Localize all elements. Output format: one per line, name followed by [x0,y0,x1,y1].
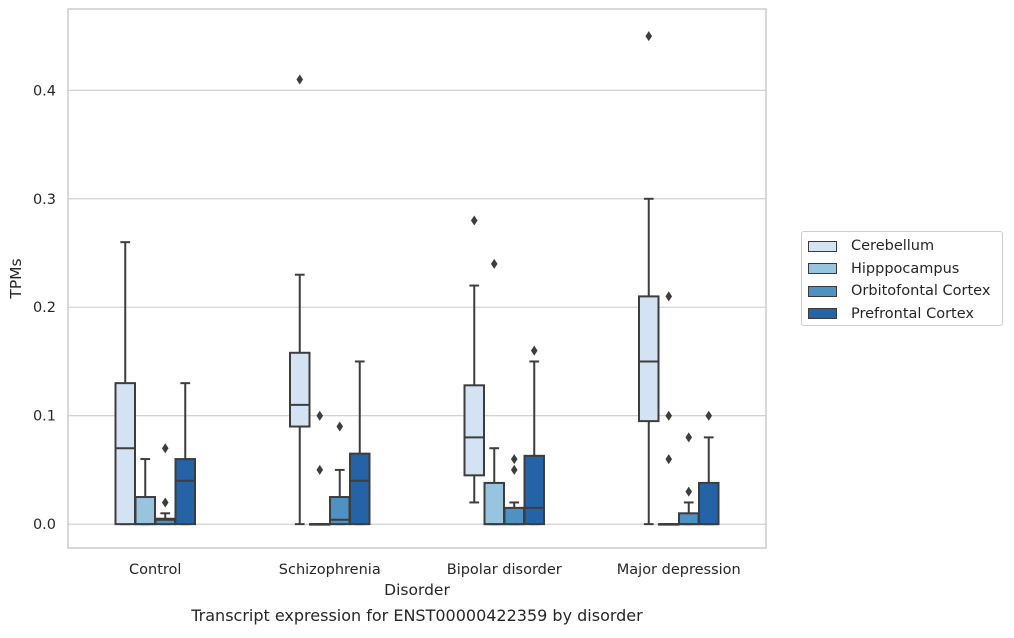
box-3-2 [523,345,545,526]
outlier-point [665,454,673,465]
box-1-2 [483,258,505,526]
legend-item-orbitofrontal-cortex: Orbitofontal Cortex [808,280,1002,303]
x-tick-label: Major depression [617,562,741,578]
box-1-0 [134,458,156,526]
outlier-point [316,410,324,421]
outlier-point [665,410,673,421]
y-tick-label: 0.4 [33,83,56,99]
box-body [638,295,660,423]
outlier-point [316,464,324,475]
x-tick-label: Schizophrenia [279,562,381,578]
outlier-point [665,291,673,302]
legend-item-hippocampus: Hipppocampus [808,258,1002,281]
box-body [289,351,311,428]
plot-frame [67,8,767,549]
outlier-point [161,497,169,508]
outlier-point [296,74,304,85]
legend-swatch-cerebellum [808,240,837,252]
legend-swatch-hippocampus [808,263,837,275]
box-body [503,506,525,526]
box-body [174,458,196,526]
box-body [523,454,545,526]
x-axis-label: Disorder [384,581,450,599]
box-3-0 [174,382,196,526]
x-tick-label: Control [129,562,181,578]
outlier-point [510,454,518,465]
box-body [349,452,371,526]
box-body [114,382,136,526]
y-tick-label: 0.0 [33,517,56,533]
box-body [678,512,700,526]
box-0-1 [289,74,311,526]
box-0-2 [463,215,485,504]
y-tick-label: 0.1 [33,409,56,425]
legend-label-prefrontal-cortex: Prefrontal Cortex [851,305,974,322]
y-tick-label: 0.3 [33,192,56,208]
legend-item-cerebellum: Cerebellum [808,235,1002,258]
box-body [483,481,505,526]
box-0-0 [114,241,136,526]
outlier-point [470,215,478,226]
legend-swatch-orbitofrontal-cortex [808,285,837,297]
box-body [698,481,720,526]
box-2-0 [154,443,176,526]
outlier-point [490,258,498,269]
legend-label-cerebellum: Cerebellum [851,238,935,255]
legend-label-orbitofrontal-cortex: Orbitofontal Cortex [851,283,991,300]
y-axis-label: TPMs [7,258,25,299]
outlier-point [685,486,693,497]
box-3-3 [698,410,720,526]
box-3-1 [349,360,371,526]
box-body [134,496,156,526]
outlier-point [530,345,538,356]
box-0-3 [638,31,660,526]
outlier-point [336,421,344,432]
outlier-point [685,432,693,443]
legend-label-hippocampus: Hipppocampus [851,260,960,277]
chart-legend: Cerebellum Hipppocampus Orbitofontal Cor… [801,231,1003,326]
outlier-point [510,464,518,475]
chart-caption: Transcript expression for ENST0000042235… [191,606,643,625]
outlier-point [645,31,653,42]
outlier-point [705,410,713,421]
legend-swatch-prefrontal-cortex [808,308,837,320]
x-tick-label: Bipolar disorder [447,562,562,578]
box-2-1 [329,421,351,526]
legend-item-prefrontal-cortex: Prefrontal Cortex [808,303,1002,326]
box-body [463,384,485,477]
outlier-point [161,443,169,454]
y-tick-label: 0.2 [33,300,56,316]
